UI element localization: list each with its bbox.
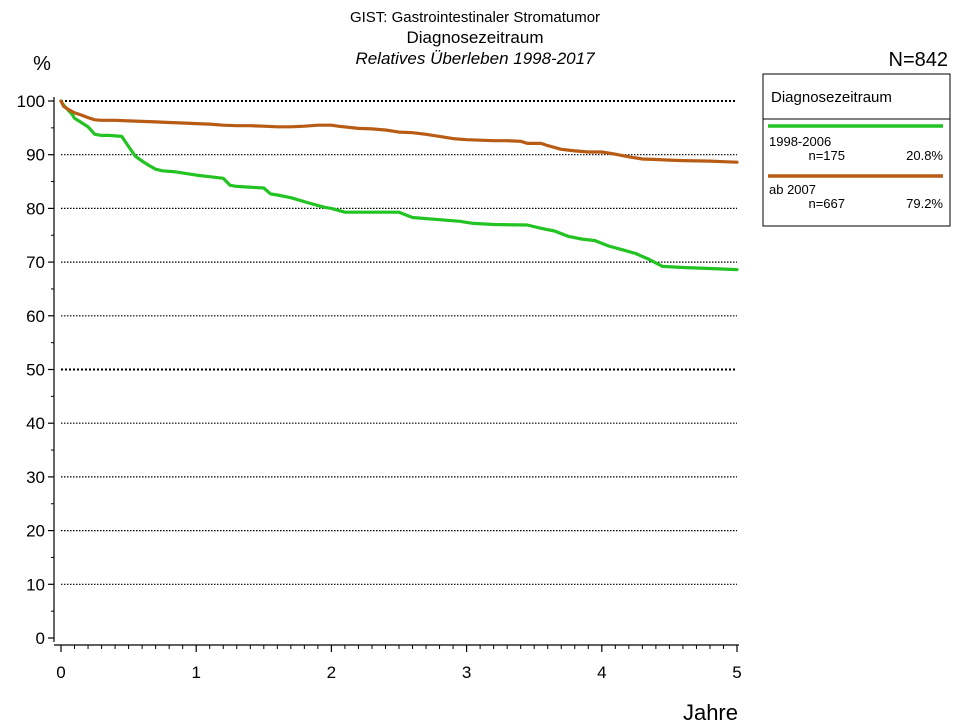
total-n-label: N=842: [889, 49, 949, 71]
axes: 0 10 20 30 40 50 60 70 80 90 100 0 1 2 3 4 5: [17, 92, 742, 682]
grid-lines: [61, 100, 737, 585]
legend-n-ab-2007: n=667: [808, 196, 845, 211]
y-tick-label-80: 80: [26, 199, 45, 218]
x-tick-label-2: 2: [327, 663, 336, 682]
legend: Diagnosezeitraum 1998-2006 n=175 20.8% a…: [762, 73, 951, 227]
y-tick-label-40: 40: [26, 414, 45, 433]
y-tick-label-50: 50: [26, 361, 45, 380]
y-unit-label: %: [33, 53, 51, 75]
y-tick-label-90: 90: [26, 146, 45, 165]
legend-pct-1998-2006: 20.8%: [906, 148, 943, 163]
y-tick-label-0: 0: [36, 629, 45, 648]
y-tick-label-60: 60: [26, 307, 45, 326]
chart-title: GIST: Gastrointestinaler Stromatumor: [350, 9, 600, 26]
y-tick-label-100: 100: [17, 92, 45, 111]
y-tick-label-10: 10: [26, 575, 45, 594]
legend-n-1998-2006: n=175: [808, 148, 845, 163]
x-tick-label-0: 0: [56, 663, 65, 682]
x-tick-label-4: 4: [597, 663, 606, 682]
x-axis-label: Jahre: [683, 700, 738, 725]
series-lines: [59, 99, 739, 272]
legend-label-1998-2006: 1998-2006: [769, 134, 831, 149]
chart-subtitle-italic: Relatives Überleben 1998-2017: [355, 49, 595, 68]
x-tick-label-5: 5: [732, 663, 741, 682]
legend-label-ab-2007: ab 2007: [769, 182, 816, 197]
series-line-ab-2007: [59, 99, 739, 164]
series-line-1998-2006: [59, 99, 739, 272]
y-tick-label-20: 20: [26, 522, 45, 541]
y-tick-label-30: 30: [26, 468, 45, 487]
x-tick-label-1: 1: [191, 663, 200, 682]
legend-pct-ab-2007: 79.2%: [906, 196, 943, 211]
chart-subtitle: Diagnosezeitraum: [406, 28, 543, 47]
legend-title: Diagnosezeitraum: [771, 89, 892, 106]
legend-box: [762, 73, 951, 227]
x-tick-label-3: 3: [462, 663, 471, 682]
y-tick-label-70: 70: [26, 253, 45, 272]
